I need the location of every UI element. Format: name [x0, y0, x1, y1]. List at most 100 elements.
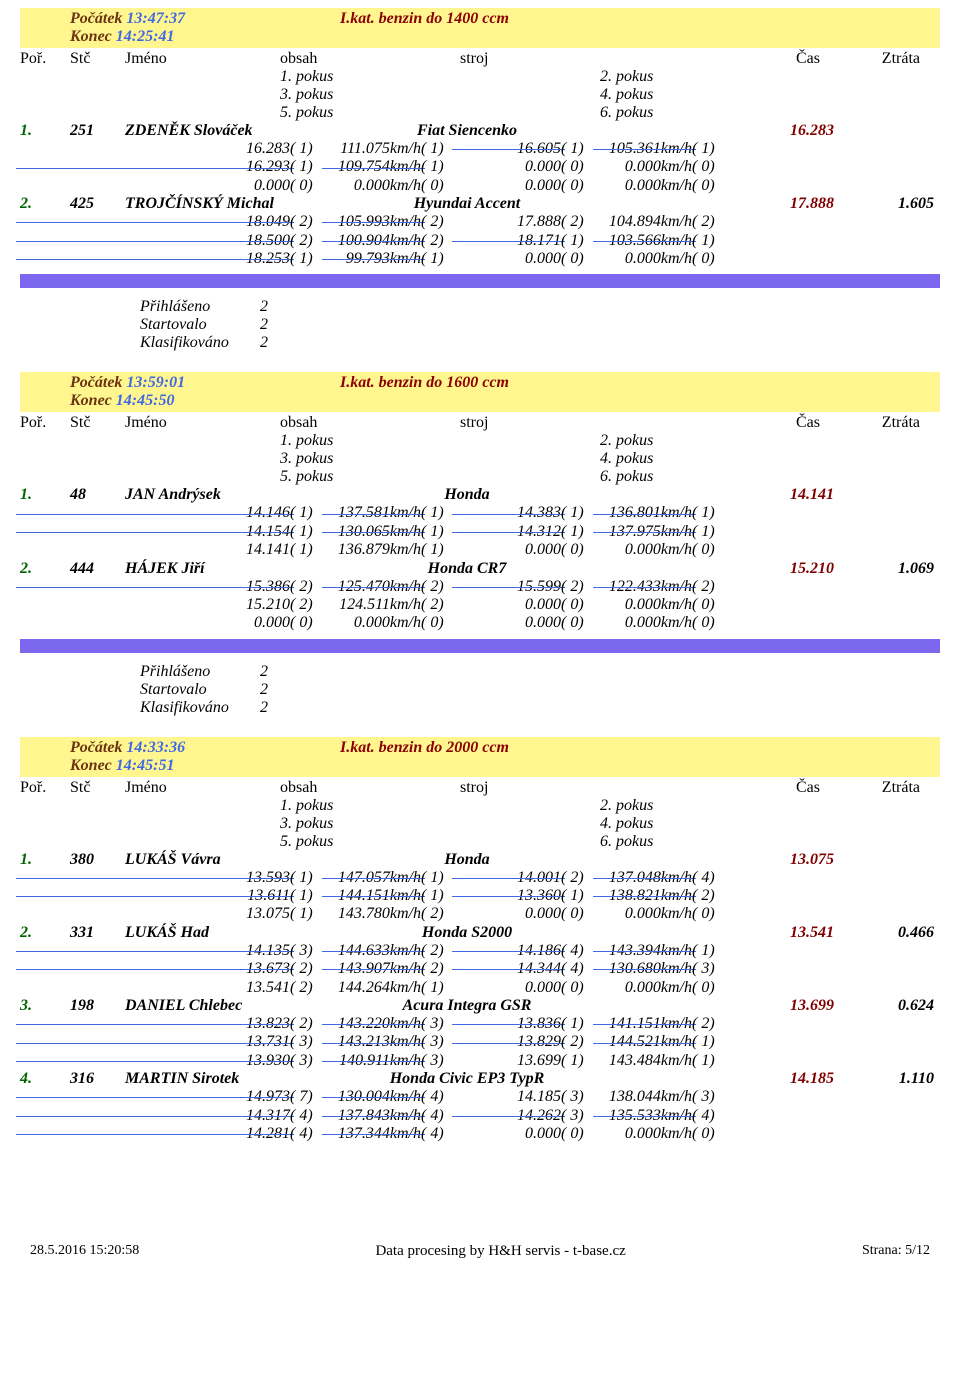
attempt-rank: ( 3) [290, 1033, 326, 1051]
entry-row: 1.380LUKÁŠ VávraHonda13.075 [20, 851, 940, 869]
attempt-time: 17.888 [456, 213, 561, 231]
attempt-rank: ( 1) [692, 523, 727, 541]
attempt-rank: ( 2) [421, 213, 456, 231]
attempt-time: 0.000 [456, 177, 561, 195]
attempt-speed: 0.000km/h [597, 1125, 692, 1143]
entry-car: Honda [444, 851, 489, 868]
end-time: 14:25:41 [116, 28, 175, 45]
attempt-time: 13.731 [20, 1033, 290, 1051]
attempt-speed: 144.521km/h [597, 1033, 692, 1051]
attempt-row: 13.075( 1)143.780km/h( 2)0.000( 0)0.000k… [20, 905, 940, 923]
attempt-time: 13.673 [20, 960, 290, 978]
attempt-speed: 143.907km/h [326, 960, 421, 978]
attempt-rank: ( 4) [290, 1125, 326, 1143]
entry-time: 17.888 [654, 195, 834, 213]
entry-pos: 4. [20, 1070, 70, 1088]
attempt-rank: ( 0) [692, 1125, 727, 1143]
attempt-rank: ( 1) [421, 887, 456, 905]
attempt-rank: ( 2) [561, 213, 597, 231]
attempt-rank: ( 1) [421, 979, 456, 997]
attempt-rank: ( 1) [421, 140, 456, 158]
attempt-speed: 125.470km/h [326, 578, 421, 596]
attempt-row: 13.611( 1)144.151km/h( 1)13.360( 1)138.8… [20, 887, 940, 905]
entry-row: 2.444HÁJEK JiříHonda CR715.2101.069 [20, 560, 940, 578]
summary-value: 2 [260, 681, 268, 699]
entry-time: 15.210 [654, 560, 834, 578]
attempt-rank: ( 2) [421, 596, 456, 614]
attempt-speed: 0.000km/h [326, 177, 421, 195]
attempt-rank: ( 0) [692, 541, 727, 559]
attempt-rank: ( 1) [692, 1033, 727, 1051]
entry-name: ZDENĚK Slováček [125, 122, 280, 140]
attempt-row: 13.823( 2)143.220km/h( 3)13.836( 1)141.1… [20, 1015, 940, 1033]
pokus-label: 5. pokus [20, 104, 500, 122]
attempt-rank: ( 2) [561, 1033, 597, 1051]
attempt-rank: ( 2) [421, 960, 456, 978]
entry-pos: 1. [20, 486, 70, 504]
attempt-speed: 136.879km/h [326, 541, 421, 559]
col-por: Poř. [20, 779, 70, 797]
attempt-row: 18.049( 2)105.993km/h( 2)17.888( 2)104.8… [20, 213, 940, 231]
attempt-speed: 124.511km/h [326, 596, 421, 614]
attempt-rank: ( 4) [692, 1107, 727, 1125]
start-label: Počátek [70, 739, 126, 756]
attempt-time: 14.185 [456, 1088, 561, 1106]
page-root: Počátek 13:47:37Konec 14:25:41I.kat. ben… [20, 8, 940, 1143]
attempt-speed: 111.075km/h [326, 140, 421, 158]
attempt-speed: 0.000km/h [597, 614, 692, 632]
col-cas: Čas [640, 414, 820, 432]
attempt-speed: 105.993km/h [326, 213, 421, 231]
pokus-label: 6. pokus [500, 833, 860, 851]
entry-time: 13.699 [654, 997, 834, 1015]
summary-value: 2 [260, 699, 268, 717]
col-stroj: stroj [460, 414, 640, 432]
attempt-rank: ( 2) [290, 1015, 326, 1033]
attempt-time: 0.000 [456, 158, 561, 176]
separator-bar [20, 639, 940, 653]
attempt-rank: ( 1) [290, 541, 326, 559]
attempt-rank: ( 1) [561, 887, 597, 905]
col-stroj: stroj [460, 50, 640, 68]
attempt-speed: 122.433km/h [597, 578, 692, 596]
attempt-rank: ( 1) [290, 140, 326, 158]
attempt-rank: ( 2) [290, 960, 326, 978]
attempt-rank: ( 0) [561, 614, 597, 632]
end-time: 14:45:51 [116, 757, 175, 774]
attempt-time: 18.253 [20, 250, 290, 268]
attempt-row: 15.386( 2)125.470km/h( 2)15.599( 2)122.4… [20, 578, 940, 596]
attempt-row: 0.000( 0)0.000km/h( 0)0.000( 0)0.000km/h… [20, 614, 940, 632]
attempt-speed: 137.048km/h [597, 869, 692, 887]
pokus-label: 2. pokus [500, 797, 860, 815]
attempt-time: 14.262 [456, 1107, 561, 1125]
class-header: Počátek 13:47:37Konec 14:25:41I.kat. ben… [20, 8, 940, 48]
attempt-rank: ( 1) [561, 232, 597, 250]
attempt-rank: ( 3) [692, 1088, 727, 1106]
attempt-rank: ( 1) [421, 869, 456, 887]
attempt-time: 14.281 [20, 1125, 290, 1143]
col-ztrata: Ztráta [820, 779, 926, 797]
attempt-rank: ( 2) [692, 213, 727, 231]
entry-stc: 380 [70, 851, 125, 869]
summary-label: Přihlášeno [140, 298, 260, 316]
class-title: I.kat. benzin do 2000 ccm [330, 739, 940, 775]
attempt-speed: 104.894km/h [597, 213, 692, 231]
attempt-time: 14.135 [20, 942, 290, 960]
attempt-rank: ( 3) [421, 1033, 456, 1051]
attempt-rank: ( 3) [561, 1107, 597, 1125]
attempt-speed: 0.000km/h [326, 614, 421, 632]
attempt-time: 0.000 [20, 177, 290, 195]
entry-stc: 198 [70, 997, 125, 1015]
attempt-rank: ( 2) [692, 578, 727, 596]
summary-label: Startovalo [140, 681, 260, 699]
attempt-speed: 0.000km/h [597, 596, 692, 614]
attempt-rank: ( 0) [692, 250, 727, 268]
attempt-speed: 100.904km/h [326, 232, 421, 250]
attempt-rank: ( 3) [290, 942, 326, 960]
attempt-speed: 138.821km/h [597, 887, 692, 905]
attempt-rank: ( 1) [692, 232, 727, 250]
footer-page: Strana: 5/12 [862, 1243, 930, 1260]
attempt-rank: ( 1) [692, 504, 727, 522]
entry-pos: 2. [20, 924, 70, 942]
entry-car: Hyundai Accent [414, 195, 521, 212]
attempt-rank: ( 7) [290, 1088, 326, 1106]
